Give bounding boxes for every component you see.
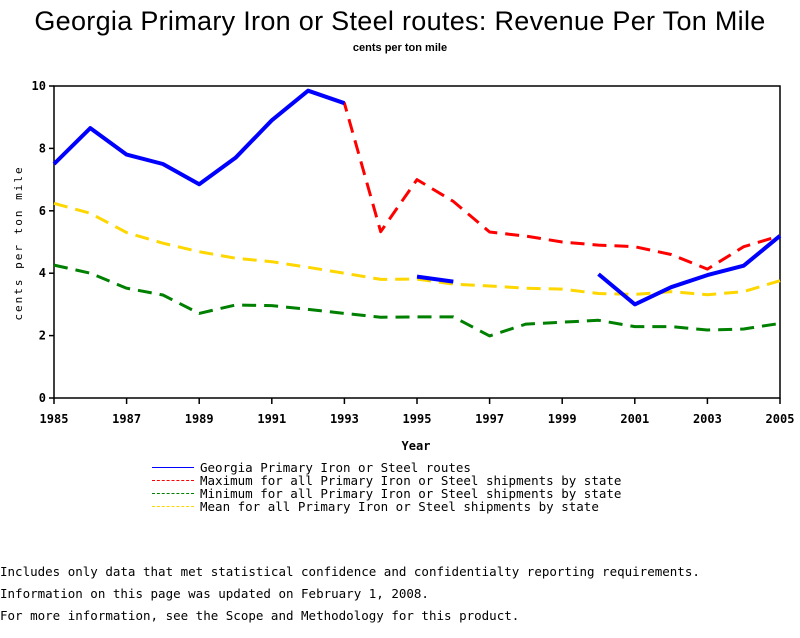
series-georgia [54,91,780,305]
x-tick-label: 1985 [40,412,69,426]
series-line-mean [54,203,780,294]
x-tick-label: 1989 [185,412,214,426]
x-tick-label: 2003 [693,412,722,426]
series-mean [54,203,780,295]
axes: 0 2 4 6 8 10 1985 1987 1989 1991 1993 1995 1997 1999 2… [32,79,795,426]
line-chart: 0 2 4 6 8 10 1985 1987 1989 1991 1993 1995 1997 1999 2… [0,0,800,460]
updated-note: Information on this page was updated on … [0,586,429,601]
legend-swatch [152,480,194,481]
legend-label: Mean for all Primary Iron or Steel shipm… [200,500,599,513]
series-line-minimum [54,265,780,336]
footnote-methodology: For more information, see the Scope and … [0,609,700,624]
x-axis-title: Year [402,439,431,453]
y-tick-label: 4 [39,266,46,280]
x-tick-label: 1999 [548,412,577,426]
legend-swatch [152,506,194,507]
x-tick-label: 2005 [766,412,795,426]
y-tick-label: 6 [39,204,46,218]
y-tick-label: 8 [39,141,46,155]
series-layer [54,91,780,336]
y-tick-label: 10 [32,79,46,93]
y-tick-label: 0 [39,391,46,405]
x-tick-label: 1995 [403,412,432,426]
y-axis-title: cents per ton mile [12,165,25,320]
footnote-confidence: Includes only data that met statistical … [0,565,700,580]
series-line-georgia [54,91,344,185]
legend-swatch [152,467,194,468]
x-tick-label: 1997 [475,412,504,426]
x-tick-label: 1993 [330,412,359,426]
x-tick-label: 2001 [620,412,649,426]
series-minimum [54,265,780,336]
legend-item: Mean for all Primary Iron or Steel shipm… [152,500,621,513]
y-tick-label: 2 [39,329,46,343]
x-tick-label: 1991 [257,412,286,426]
x-tick-label: 1987 [112,412,141,426]
legend-swatch [152,493,194,494]
